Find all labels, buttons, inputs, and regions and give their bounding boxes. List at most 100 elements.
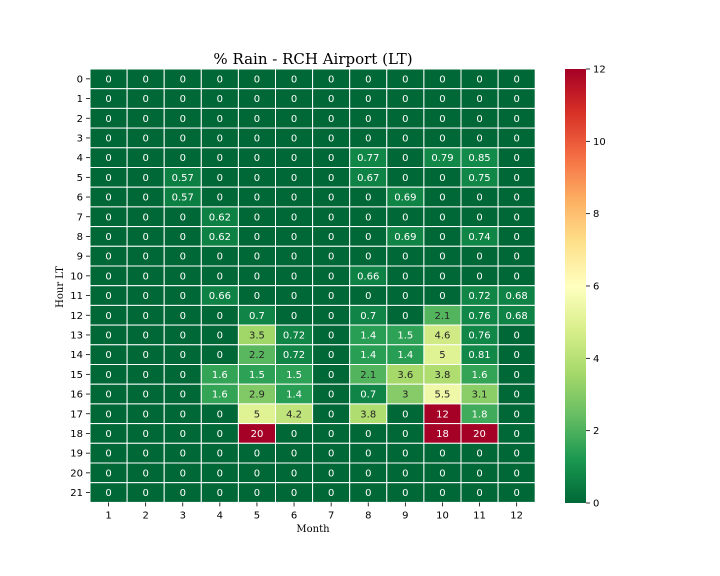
cell-value-label: 0	[476, 252, 482, 263]
cell-value-label: 0	[291, 173, 297, 184]
cell-value-label: 0	[328, 193, 334, 204]
y-tick-label: 5	[77, 173, 83, 184]
cell-value-label: 0	[328, 94, 334, 105]
cell-value-label: 0	[328, 468, 334, 479]
colorbar-ticks: 0 2 4 6 8 10 12	[586, 65, 606, 510]
cell-value-label: 0	[328, 114, 334, 125]
cell-value-label: 0	[180, 330, 186, 341]
y-tick-label: 14	[70, 350, 83, 361]
cell-value-label: 0	[142, 153, 148, 164]
cell-value-label: 0	[180, 350, 186, 361]
cell-value-label: 0	[142, 330, 148, 341]
cell-value-label: 0	[439, 133, 445, 144]
cell-value-label: 0	[291, 193, 297, 204]
cell-value-label: 0	[142, 488, 148, 499]
cell-value-label: 0	[254, 114, 260, 125]
cell-value-label: 0.7	[249, 311, 265, 322]
cell-value-label: 0	[513, 212, 519, 223]
cell-value-label: 0	[142, 429, 148, 440]
cell-value-label: 1.6	[472, 370, 488, 381]
cell-value-label: 0	[402, 114, 408, 125]
cell-value-label: 0	[217, 252, 223, 263]
cell-value-label: 0	[105, 370, 111, 381]
cell-value-label: 0	[402, 271, 408, 282]
cell-value-label: 2.9	[249, 390, 265, 401]
cell-value-label: 0	[439, 232, 445, 243]
cell-value-label: 0	[291, 449, 297, 460]
cell-value-label: 0	[180, 409, 186, 420]
cell-value-label: 0	[476, 468, 482, 479]
cell-value-label: 0	[254, 449, 260, 460]
cell-value-label: 0	[439, 252, 445, 263]
cell-value-label: 0	[180, 390, 186, 401]
cell-value-label: 3.1	[472, 390, 488, 401]
cell-value-label: 0	[328, 449, 334, 460]
cell-value-label: 0	[180, 94, 186, 105]
cell-value-label: 0.75	[468, 173, 490, 184]
cell-value-label: 0	[142, 74, 148, 85]
cell-value-label: 0	[402, 449, 408, 460]
cell-value-label: 0	[439, 114, 445, 125]
cell-value-label: 0	[365, 94, 371, 105]
cell-value-label: 0	[180, 232, 186, 243]
cell-value-label: 0	[402, 74, 408, 85]
cell-value-label: 0	[328, 74, 334, 85]
x-tick-label: 9	[402, 510, 408, 521]
cell-value-label: 0	[328, 350, 334, 361]
cell-value-label: 0	[328, 252, 334, 263]
cell-value-label: 4.6	[434, 330, 450, 341]
cell-value-label: 0	[513, 449, 519, 460]
cell-value-label: 0	[217, 173, 223, 184]
cell-value-label: 1.4	[286, 390, 302, 401]
cell-value-label: 0	[142, 232, 148, 243]
y-tick-label: 10	[70, 271, 83, 282]
cell-value-label: 0	[254, 153, 260, 164]
cell-value-label: 0	[365, 429, 371, 440]
cell-value-label: 0	[180, 311, 186, 322]
cell-value-label: 0	[476, 114, 482, 125]
x-tick-label: 5	[254, 510, 260, 521]
x-tick-label: 6	[291, 510, 297, 521]
cell-value-label: 0	[402, 468, 408, 479]
x-axis: 1 2 3 4 5 6 7 8 9 10 11 12	[105, 502, 523, 521]
cell-value-label: 0	[254, 232, 260, 243]
cell-value-label: 0	[513, 488, 519, 499]
cell-value-label: 0	[142, 193, 148, 204]
cell-value-label: 0	[217, 330, 223, 341]
cell-value-label: 0	[365, 114, 371, 125]
cell-value-label: 2.1	[360, 370, 376, 381]
cell-value-label: 0	[105, 94, 111, 105]
cell-value-label: 0	[217, 193, 223, 204]
cell-value-label: 0.68	[506, 311, 528, 322]
cell-value-label: 0	[328, 153, 334, 164]
cell-value-label: 0	[365, 252, 371, 263]
cell-value-label: 0	[365, 193, 371, 204]
y-tick-label: 2	[77, 114, 83, 125]
cell-value-label: 3.8	[360, 409, 376, 420]
cell-value-label: 0	[142, 350, 148, 361]
cell-value-label: 3.5	[249, 330, 265, 341]
cell-value-label: 0	[439, 193, 445, 204]
cell-value-label: 0	[402, 133, 408, 144]
cell-value-label: 0	[513, 74, 519, 85]
colorbar	[565, 69, 586, 503]
y-tick-label: 15	[70, 370, 83, 381]
y-tick-label: 6	[77, 193, 83, 204]
cell-value-label: 0	[328, 488, 334, 499]
cell-value-label: 0	[291, 252, 297, 263]
cell-value-label: 5.5	[434, 390, 450, 401]
cell-value-label: 0	[291, 468, 297, 479]
cell-value-label: 0	[365, 133, 371, 144]
cell-value-label: 0	[328, 212, 334, 223]
cell-value-label: 0	[291, 271, 297, 282]
cell-value-label: 0	[513, 232, 519, 243]
cell-value-label: 0	[217, 429, 223, 440]
y-tick-label: 20	[70, 468, 83, 479]
cell-value-label: 0	[365, 468, 371, 479]
cell-value-label: 0	[476, 74, 482, 85]
cell-value-label: 0	[402, 429, 408, 440]
cell-value-label: 0	[105, 311, 111, 322]
cell-value-label: 0	[513, 350, 519, 361]
cell-value-label: 0	[105, 409, 111, 420]
